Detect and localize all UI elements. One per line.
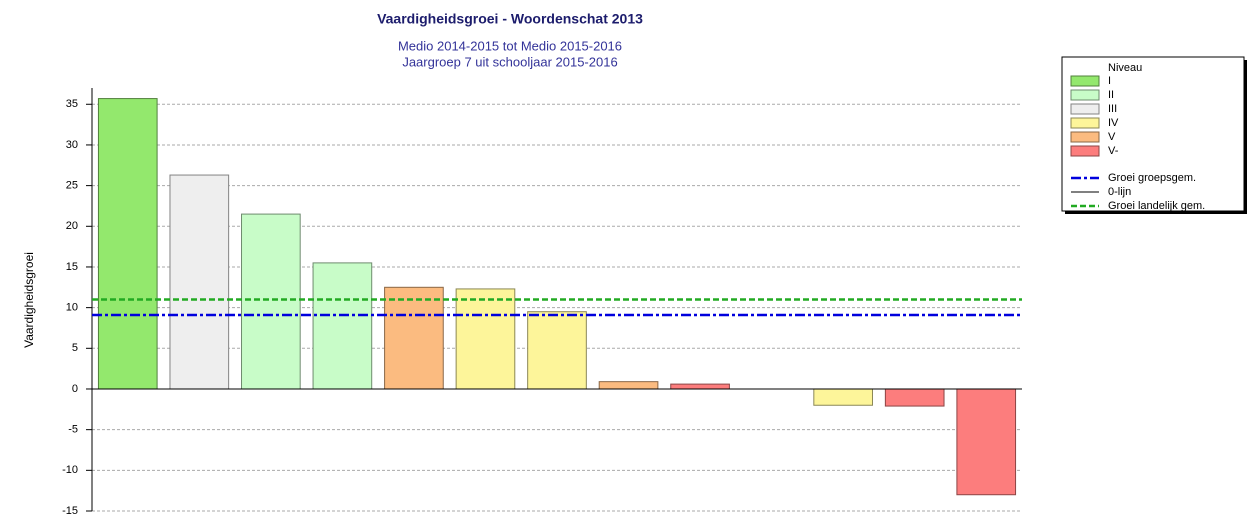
y-axis-label: Vaardigheidsgroei [22,252,36,348]
y-tick-label: 30 [66,139,78,151]
legend-label: I [1108,75,1111,87]
legend-label: Groei landelijk gem. [1108,200,1205,212]
bar [384,286,444,390]
y-tick-label: 0 [72,383,78,395]
y-tick-label: -10 [62,464,78,476]
chart-title: Vaardigheidsgroei - Woordenschat 2013 [377,11,643,27]
y-tick-label: 25 [66,180,78,192]
bar [312,262,373,390]
legend-label: V- [1108,145,1119,157]
bar [241,213,301,390]
legend-swatch [1070,103,1100,115]
bar [956,388,1017,496]
bar [527,311,587,390]
y-tick-label: 15 [66,261,78,273]
chart-subtitle: Medio 2014-2015 tot Medio 2015-2016 [398,38,622,53]
legend-swatch [1070,89,1100,101]
legend-swatch [1070,131,1100,143]
legend-swatch [1070,117,1100,129]
legend-label: Groei groepsgem. [1108,172,1196,184]
legend-label: II [1108,89,1114,101]
chart-subtitle: Jaargroep 7 uit schooljaar 2015-2016 [402,54,617,69]
legend-label: IV [1108,117,1119,129]
bar [169,174,230,390]
legend-swatch [1070,145,1100,157]
bar [455,288,516,390]
y-tick-label: 35 [66,98,78,110]
legend-label: III [1108,103,1117,115]
bar [598,381,659,390]
y-tick-label: -5 [68,424,78,436]
legend-title: Niveau [1108,62,1142,74]
bar [884,388,945,407]
bar [813,388,873,406]
bar [670,383,730,390]
legend-swatch [1070,75,1100,87]
bar [97,98,158,390]
legend-label: V [1108,131,1116,143]
y-tick-label: -15 [62,505,78,517]
y-tick-label: 5 [72,342,78,354]
y-tick-label: 10 [66,302,78,314]
y-tick-label: 20 [66,220,78,232]
legend-label: 0-lijn [1108,186,1131,198]
